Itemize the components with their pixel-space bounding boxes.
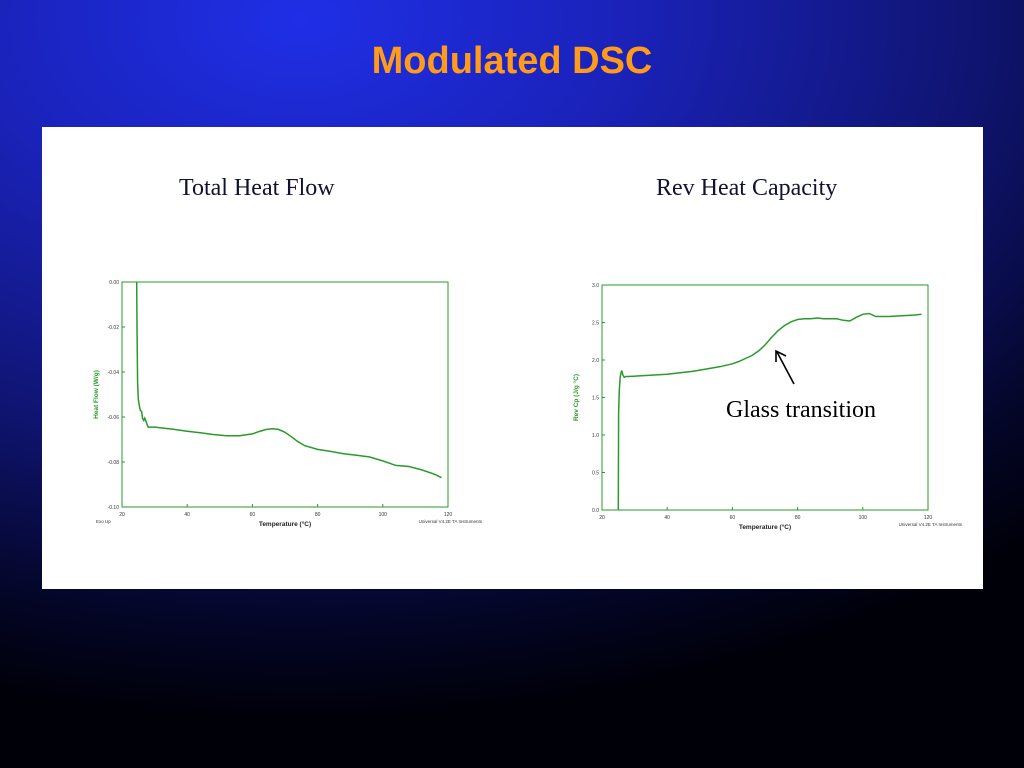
chart-title-total-heat-flow: Total Heat Flow [179, 175, 335, 201]
footer-right-label: Universal V4.2E TA Instruments [899, 522, 963, 527]
y-tick-label: 3.0 [592, 283, 599, 289]
y-axis-label: Heat Flow (W/g) [93, 370, 100, 419]
x-tick-label: 20 [599, 515, 605, 521]
y-tick-label: 1.5 [592, 396, 599, 402]
y-tick-label: -0.02 [108, 325, 120, 331]
y-tick-label: 0.0 [592, 508, 599, 514]
x-tick-label: 120 [924, 515, 933, 521]
x-tick-label: 100 [379, 512, 388, 518]
y-tick-label: 1.0 [592, 433, 599, 439]
plot-frame [121, 281, 449, 508]
y-tick-label: -0.06 [108, 415, 120, 421]
y-tick-label: -0.04 [108, 370, 120, 376]
x-axis-label: Temperature (°C) [739, 523, 791, 531]
data-line [617, 312, 922, 511]
data-line [135, 281, 442, 479]
glass-transition-arrow [775, 349, 795, 385]
x-tick-label: 40 [664, 515, 670, 521]
y-tick-label: 2.0 [592, 358, 599, 364]
y-axis-label: Rev Cp (J/g °C) [572, 374, 580, 421]
x-tick-label: 60 [730, 515, 736, 521]
figure-panel: Total Heat Flow Rev Heat Capacity Glass … [42, 127, 983, 589]
y-tick-label: -0.10 [108, 505, 120, 511]
plot-frame [601, 284, 929, 511]
y-tick-label: -0.08 [108, 460, 120, 466]
x-tick-label: 100 [859, 515, 868, 521]
y-tick-label: 2.5 [592, 321, 599, 327]
slide-title: Modulated DSC [371, 40, 653, 82]
x-tick-label: 80 [315, 512, 321, 518]
x-tick-label: 20 [119, 512, 125, 518]
y-tick-label: 0.5 [592, 471, 599, 477]
x-axis-label: Temperature (°C) [259, 520, 311, 528]
chart-title-rev-heat-capacity: Rev Heat Capacity [656, 175, 838, 201]
x-tick-label: 80 [795, 515, 801, 521]
footer-left-label: Exo Up [96, 519, 111, 524]
x-tick-label: 60 [250, 512, 256, 518]
x-tick-label: 120 [444, 512, 453, 518]
y-tick-label: 0.00 [109, 280, 119, 286]
heat-flow-chart: 20 40 60 80 100 120 0.00 -0.02 -0.04 -0.06 -0.08 -0… [93, 280, 483, 528]
glass-transition-label: Glass transition [726, 397, 876, 423]
footer-right-label: Universal V4.2E TA Instruments [419, 519, 483, 524]
rev-cp-chart: 20 40 60 80 100 120 0.0 0.5 1.0 1.5 2.0 2.5 3.0 Tempe… [572, 283, 963, 531]
x-tick-label: 40 [184, 512, 190, 518]
